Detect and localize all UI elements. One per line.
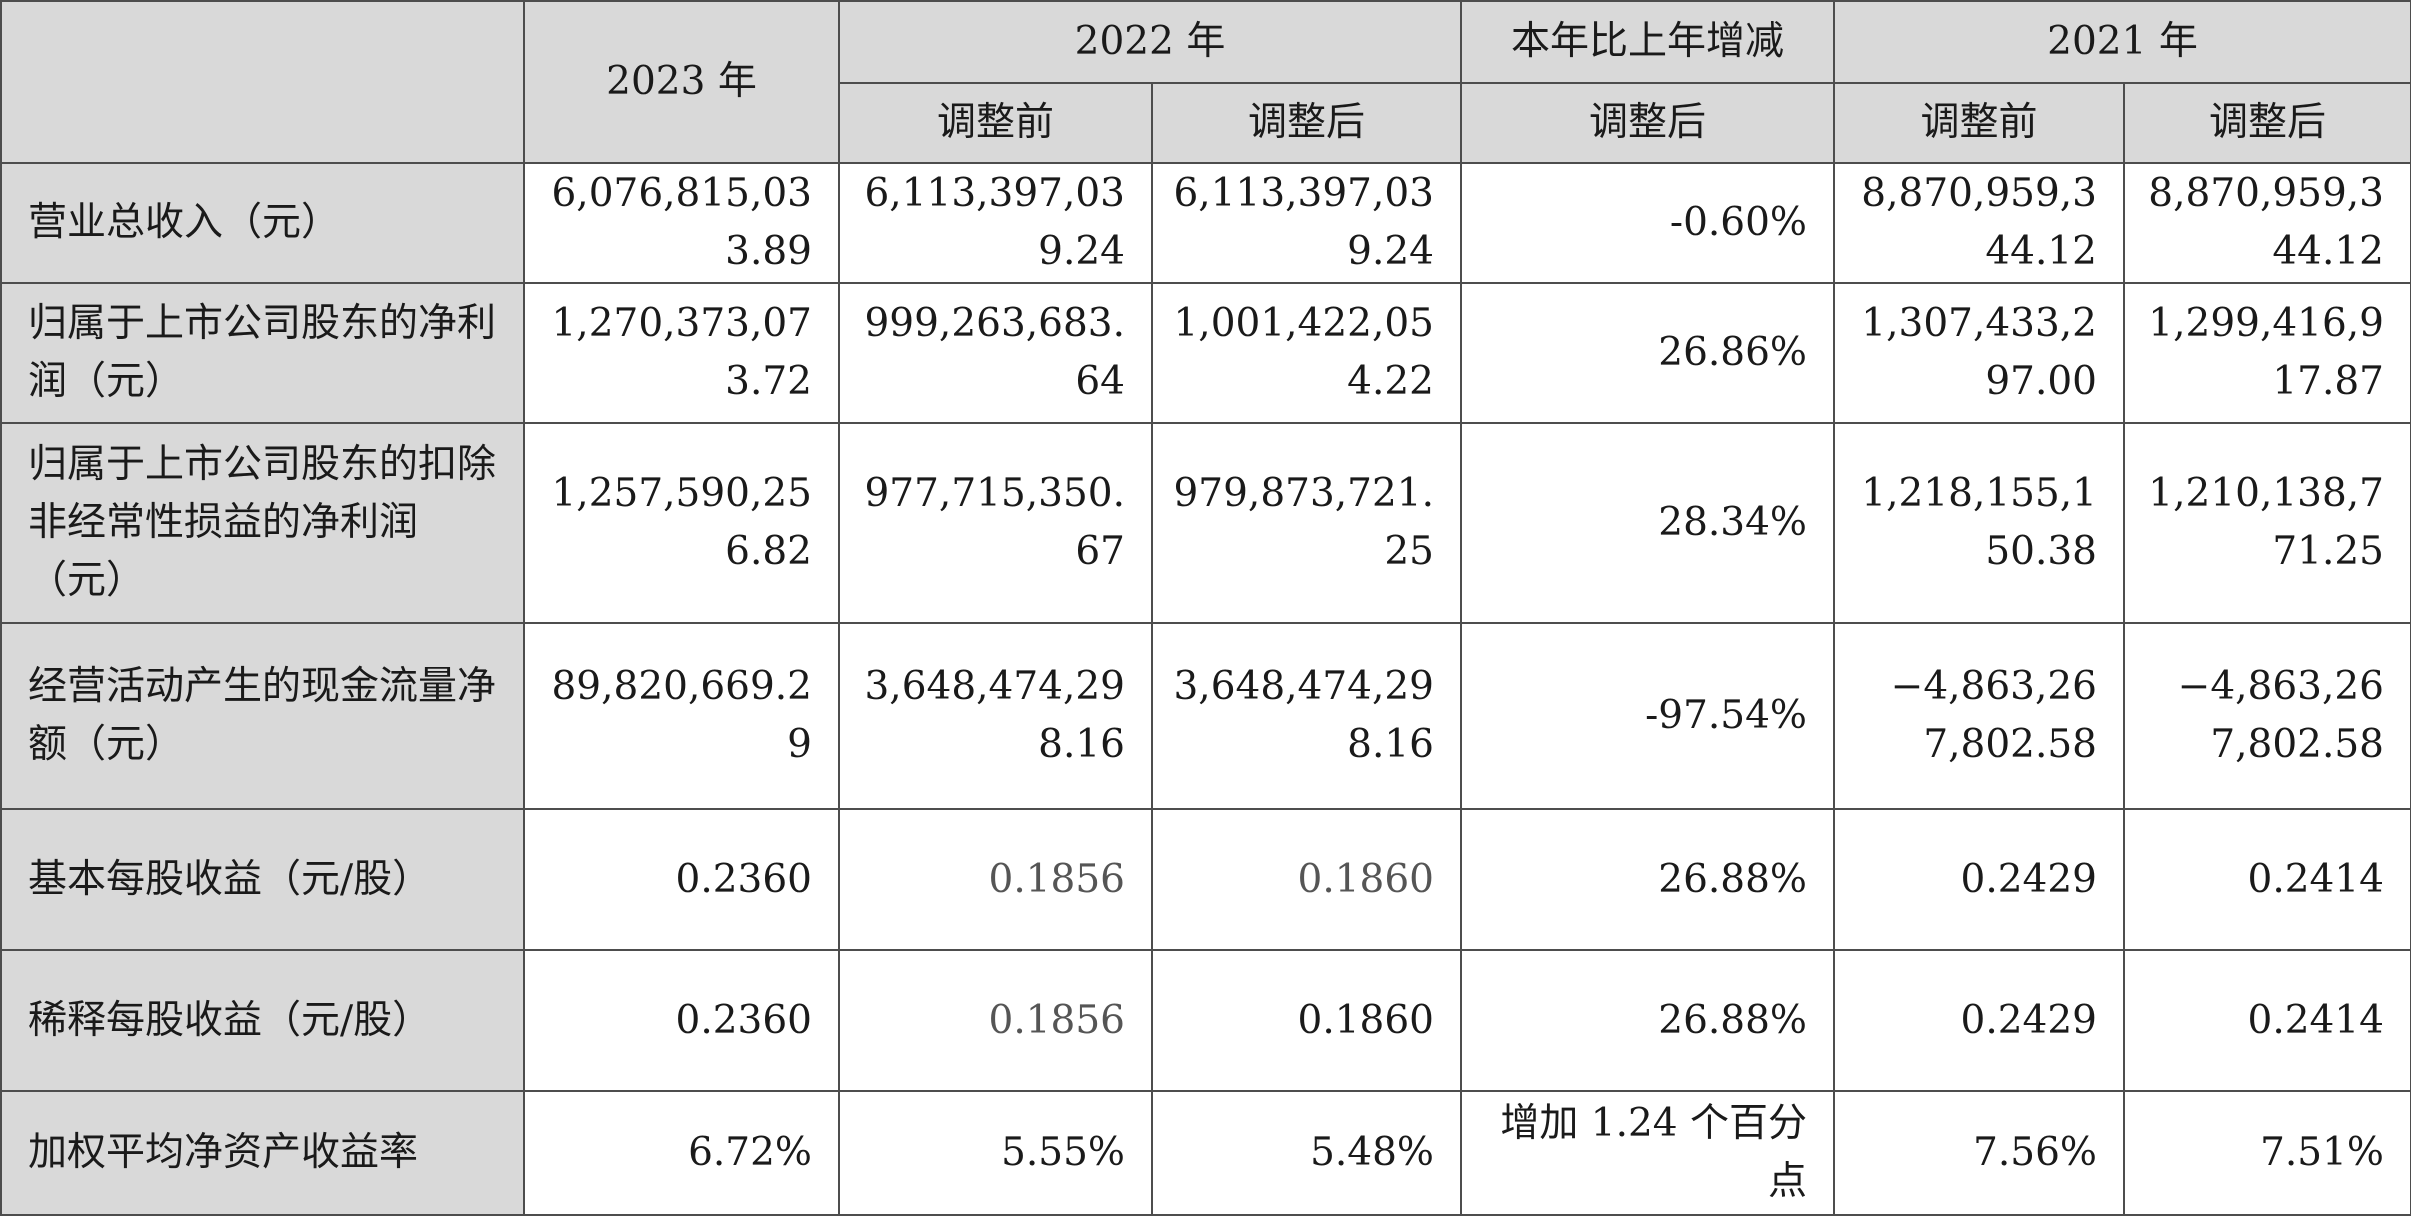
cell-2023: 1,257,590,256.82: [523, 422, 840, 624]
cell-2022-before: 999,263,683.64: [838, 282, 1153, 424]
cell-2021-before: 1,307,433,297.00: [1833, 282, 2125, 424]
cell-2022-after: 0.1860: [1151, 949, 1462, 1092]
cell-2021-after: 1,210,138,771.25: [2123, 422, 2411, 624]
row-label: 基本每股收益（元/股）: [0, 808, 525, 951]
cell-yoy: 26.88%: [1460, 808, 1835, 951]
cell-2022-before: 0.1856: [838, 808, 1153, 951]
cell-2021-before: 8,870,959,344.12: [1833, 162, 2125, 284]
table-row: 归属于上市公司股东的扣除非经常性损益的净利润（元） 1,257,590,256.…: [0, 422, 2411, 624]
cell-2022-after: 5.48%: [1151, 1090, 1462, 1216]
header-2021-after: 调整后: [2123, 82, 2411, 164]
cell-2022-before: 5.55%: [838, 1090, 1153, 1216]
cell-2021-after: 7.51%: [2123, 1090, 2411, 1216]
cell-2022-after: 6,113,397,039.24: [1151, 162, 1462, 284]
cell-2021-before: 1,218,155,150.38: [1833, 422, 2125, 624]
cell-2022-before: 0.1856: [838, 949, 1153, 1092]
cell-2022-after: 0.1860: [1151, 808, 1462, 951]
header-2021-before: 调整前: [1833, 82, 2125, 164]
cell-2023: 1,270,373,073.72: [523, 282, 840, 424]
cell-2022-after: 3,648,474,298.16: [1151, 622, 1462, 810]
table-row: 基本每股收益（元/股） 0.2360 0.1856 0.1860 26.88% …: [0, 808, 2411, 951]
cell-yoy: -97.54%: [1460, 622, 1835, 810]
header-corner: [0, 0, 525, 164]
header-row-adjust: 调整前 调整后 调整后 调整前 调整后: [1, 82, 2411, 164]
cell-2021-after: 8,870,959,344.12: [2123, 162, 2411, 284]
cell-2023: 6,076,815,033.89: [523, 162, 840, 284]
row-label: 归属于上市公司股东的扣除非经常性损益的净利润（元）: [0, 422, 525, 624]
cell-2022-after: 979,873,721.25: [1151, 422, 1462, 624]
table-row: 稀释每股收益（元/股） 0.2360 0.1856 0.1860 26.88% …: [0, 949, 2411, 1092]
cell-2021-before: 7.56%: [1833, 1090, 2125, 1216]
header-yoy: 本年比上年增减: [1460, 0, 1835, 84]
table-row: 经营活动产生的现金流量净额（元） 89,820,669.29 3,648,474…: [0, 622, 2411, 810]
cell-2021-after: −4,863,267,802.58: [2123, 622, 2411, 810]
table-row: 加权平均净资产收益率 6.72% 5.55% 5.48% 增加 1.24 个百分…: [0, 1090, 2411, 1216]
cell-2021-before: 0.2429: [1833, 949, 2125, 1092]
header-yoy-after: 调整后: [1460, 82, 1835, 164]
cell-2021-before: −4,863,267,802.58: [1833, 622, 2125, 810]
cell-yoy: 28.34%: [1460, 422, 1835, 624]
cell-2021-before: 0.2429: [1833, 808, 2125, 951]
cell-2023: 0.2360: [523, 949, 840, 1092]
row-label: 加权平均净资产收益率: [0, 1090, 525, 1216]
cell-2022-before: 977,715,350.67: [838, 422, 1153, 624]
cell-2021-after: 0.2414: [2123, 949, 2411, 1092]
cell-2023: 89,820,669.29: [523, 622, 840, 810]
cell-2022-after: 1,001,422,054.22: [1151, 282, 1462, 424]
row-label: 稀释每股收益（元/股）: [0, 949, 525, 1092]
row-label: 归属于上市公司股东的净利润（元）: [0, 282, 525, 424]
cell-yoy: 增加 1.24 个百分点: [1460, 1090, 1835, 1216]
cell-2022-before: 3,648,474,298.16: [838, 622, 1153, 810]
cell-2021-after: 1,299,416,917.87: [2123, 282, 2411, 424]
cell-2023: 6.72%: [523, 1090, 840, 1216]
header-2022-after: 调整后: [1151, 82, 1462, 164]
cell-yoy: -0.60%: [1460, 162, 1835, 284]
row-label: 营业总收入（元）: [0, 162, 525, 284]
cell-2022-before: 6,113,397,039.24: [838, 162, 1153, 284]
cell-2021-after: 0.2414: [2123, 808, 2411, 951]
header-row-years: 2023 年 2022 年 本年比上年增减 2021 年: [0, 0, 2411, 164]
table-row: 归属于上市公司股东的净利润（元） 1,270,373,073.72 999,26…: [0, 282, 2411, 424]
row-label: 经营活动产生的现金流量净额（元）: [0, 622, 525, 810]
header-2022: 2022 年: [838, 0, 1462, 84]
cell-2023: 0.2360: [523, 808, 840, 951]
header-2022-before: 调整前: [838, 82, 1153, 164]
table-row: 营业总收入（元） 6,076,815,033.89 6,113,397,039.…: [0, 162, 2411, 284]
cell-yoy: 26.86%: [1460, 282, 1835, 424]
cell-yoy: 26.88%: [1460, 949, 1835, 1092]
header-2023: 2023 年: [523, 0, 840, 164]
header-2021: 2021 年: [1833, 0, 2411, 84]
